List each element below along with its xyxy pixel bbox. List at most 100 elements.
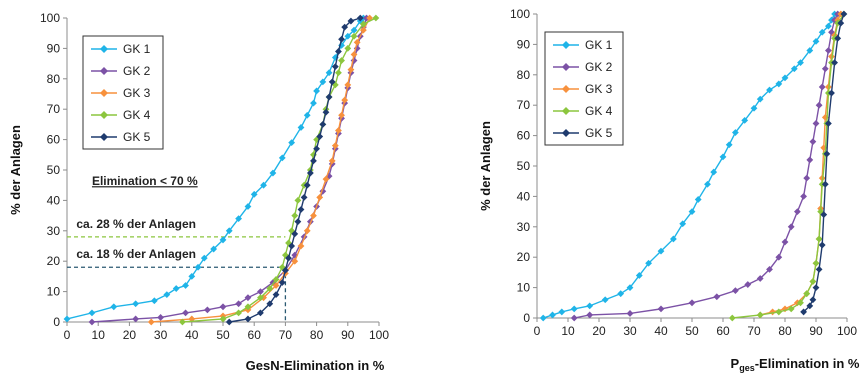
- data-point: [818, 28, 826, 36]
- data-point: [756, 95, 764, 103]
- data-point: [741, 117, 749, 124]
- data-point: [586, 311, 594, 319]
- y-tick-label: 100: [510, 7, 530, 21]
- legend-swatch-marker: [562, 129, 570, 137]
- data-point: [732, 287, 739, 295]
- data-point: [244, 303, 252, 311]
- data-point: [626, 310, 634, 317]
- legend-label: GK 1: [585, 38, 613, 52]
- annotation-text: ca. 18 % der Anlagen: [76, 247, 196, 261]
- data-point: [800, 193, 807, 200]
- data-point: [821, 180, 829, 188]
- data-point: [257, 288, 264, 295]
- chart-1: 0 10 20 30 40 50 60 70 80 90 100 0 10 20 30 40 50 60 70 80 9…: [8, 11, 389, 373]
- data-point: [781, 74, 789, 82]
- y-tick-label: 10: [517, 281, 531, 295]
- y-tick-label: 70: [47, 102, 61, 116]
- data-point: [347, 17, 355, 25]
- legend-label: GK 4: [123, 108, 151, 122]
- legend-swatch-marker: [562, 63, 570, 71]
- x-tick-label: 90: [341, 328, 355, 342]
- data-point: [344, 32, 352, 40]
- legend-swatch-marker: [100, 89, 108, 97]
- data-point: [713, 293, 721, 301]
- data-point: [225, 227, 233, 235]
- data-point: [278, 154, 286, 162]
- data-point: [344, 45, 352, 52]
- data-point: [570, 314, 578, 322]
- data-point: [172, 285, 180, 292]
- x-tick-label: 70: [279, 328, 293, 342]
- data-point: [331, 54, 339, 61]
- series-line: [151, 17, 371, 323]
- data-point: [306, 169, 314, 177]
- x-tick-label: 70: [747, 324, 761, 338]
- data-point: [235, 215, 242, 223]
- legend-label: GK 3: [585, 82, 613, 96]
- x-tick-label: 100: [837, 324, 857, 338]
- x-axis-label: GesN-Elimination in %: [246, 358, 385, 373]
- data-point: [285, 254, 292, 262]
- data-point: [335, 127, 342, 134]
- data-point: [210, 245, 218, 253]
- legend-label: GK 5: [123, 130, 151, 144]
- data-point: [294, 197, 302, 204]
- data-point: [828, 89, 835, 97]
- data-point: [204, 306, 211, 314]
- data-point: [150, 297, 158, 305]
- series-line: [574, 13, 839, 319]
- data-point: [347, 66, 355, 74]
- data-point: [219, 315, 227, 323]
- data-point: [834, 34, 842, 42]
- data-point: [338, 111, 345, 119]
- data-point: [310, 157, 317, 165]
- series-gk-5: [800, 10, 848, 316]
- data-point: [269, 169, 277, 177]
- series-gk-5: [225, 14, 364, 326]
- data-point: [372, 14, 380, 22]
- legend-swatch-marker: [100, 111, 108, 119]
- y-tick-label: 90: [47, 41, 61, 55]
- data-point: [617, 290, 625, 298]
- data-point: [800, 308, 807, 316]
- series-gk-4: [179, 14, 380, 326]
- data-point: [244, 294, 252, 302]
- data-point: [272, 291, 280, 299]
- data-point: [291, 212, 299, 219]
- series-gk-2: [570, 10, 842, 322]
- data-point: [331, 63, 339, 71]
- legend-label: GK 5: [585, 126, 613, 140]
- x-tick-label: 20: [592, 324, 606, 338]
- legend-label: GK 1: [123, 42, 151, 56]
- data-point: [303, 227, 311, 235]
- data-point: [825, 120, 832, 127]
- data-point: [818, 83, 826, 91]
- data-point: [257, 294, 264, 302]
- y-tick-label: 60: [517, 129, 531, 143]
- data-point: [719, 153, 727, 161]
- data-point: [775, 80, 783, 88]
- data-point: [809, 278, 817, 285]
- data-point: [820, 211, 828, 219]
- data-point: [325, 69, 333, 77]
- data-point: [157, 314, 164, 321]
- data-point: [710, 168, 718, 176]
- data-point: [815, 101, 823, 109]
- data-point: [310, 99, 317, 107]
- data-point: [756, 275, 764, 282]
- chart-2: 0 10 20 30 40 50 60 70 80 90 100 0 10 20 30 40 50 60 70 80 9…: [478, 7, 860, 373]
- data-point: [781, 305, 789, 313]
- data-point: [756, 311, 764, 319]
- data-point: [163, 291, 171, 299]
- x-tick-label: 0: [64, 328, 71, 342]
- data-point: [744, 281, 752, 288]
- y-tick-label: 0: [523, 311, 530, 325]
- data-point: [291, 257, 299, 265]
- data-point: [821, 65, 829, 73]
- data-point: [350, 26, 358, 34]
- data-point: [300, 193, 308, 201]
- data-point: [338, 35, 345, 43]
- data-point: [182, 309, 189, 317]
- data-point: [331, 142, 339, 150]
- y-tick-label: 50: [47, 163, 61, 177]
